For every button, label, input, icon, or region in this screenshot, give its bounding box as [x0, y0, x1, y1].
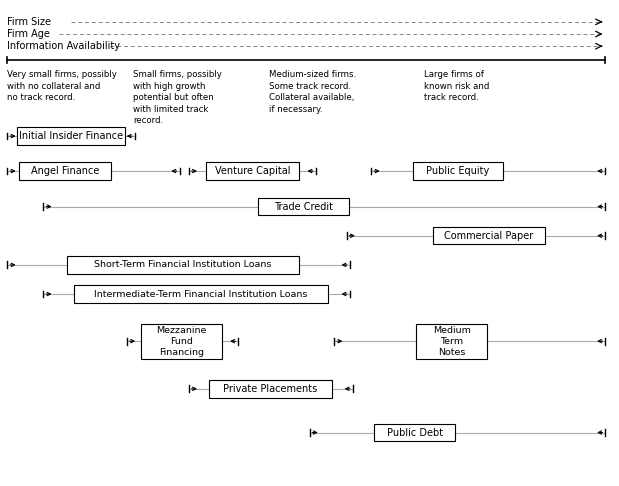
FancyBboxPatch shape: [19, 162, 111, 180]
Text: Angel Finance: Angel Finance: [31, 166, 99, 176]
Text: Intermediate-Term Financial Institution Loans: Intermediate-Term Financial Institution …: [95, 290, 308, 298]
Text: Commercial Paper: Commercial Paper: [444, 231, 534, 241]
Text: Large firms of
known risk and
track record.: Large firms of known risk and track reco…: [424, 70, 490, 103]
FancyBboxPatch shape: [374, 424, 455, 441]
Text: Public Equity: Public Equity: [426, 166, 490, 176]
Text: Venture Capital: Venture Capital: [215, 166, 290, 176]
Text: Short-Term Financial Institution Loans: Short-Term Financial Institution Loans: [94, 260, 271, 269]
FancyBboxPatch shape: [416, 324, 488, 359]
Text: Small firms, possibly
with high growth
potential but often
with limited track
re: Small firms, possibly with high growth p…: [133, 70, 222, 125]
FancyBboxPatch shape: [209, 380, 332, 398]
FancyBboxPatch shape: [17, 127, 126, 145]
FancyBboxPatch shape: [141, 324, 222, 359]
FancyBboxPatch shape: [206, 162, 299, 180]
Text: Firm Size: Firm Size: [7, 17, 51, 27]
FancyBboxPatch shape: [413, 162, 503, 180]
Text: Private Placements: Private Placements: [223, 384, 318, 394]
Text: Very small firms, possibly
with no collateral and
no track record.: Very small firms, possibly with no colla…: [7, 70, 118, 103]
FancyBboxPatch shape: [258, 198, 349, 215]
Text: Mezzanine
Fund
Financing: Mezzanine Fund Financing: [156, 326, 207, 357]
Text: Medium
Term
Notes: Medium Term Notes: [433, 326, 471, 357]
Text: Information Availability: Information Availability: [7, 41, 121, 51]
Text: Trade Credit: Trade Credit: [274, 202, 333, 211]
FancyBboxPatch shape: [74, 285, 328, 303]
FancyBboxPatch shape: [66, 256, 299, 274]
Text: Firm Age: Firm Age: [7, 29, 50, 39]
Text: Initial Insider Finance: Initial Insider Finance: [19, 131, 123, 141]
FancyBboxPatch shape: [433, 227, 545, 244]
Text: Medium-sized firms.
Some track record.
Collateral available,
if necessary.: Medium-sized firms. Some track record. C…: [269, 70, 357, 114]
Text: Public Debt: Public Debt: [387, 428, 443, 437]
